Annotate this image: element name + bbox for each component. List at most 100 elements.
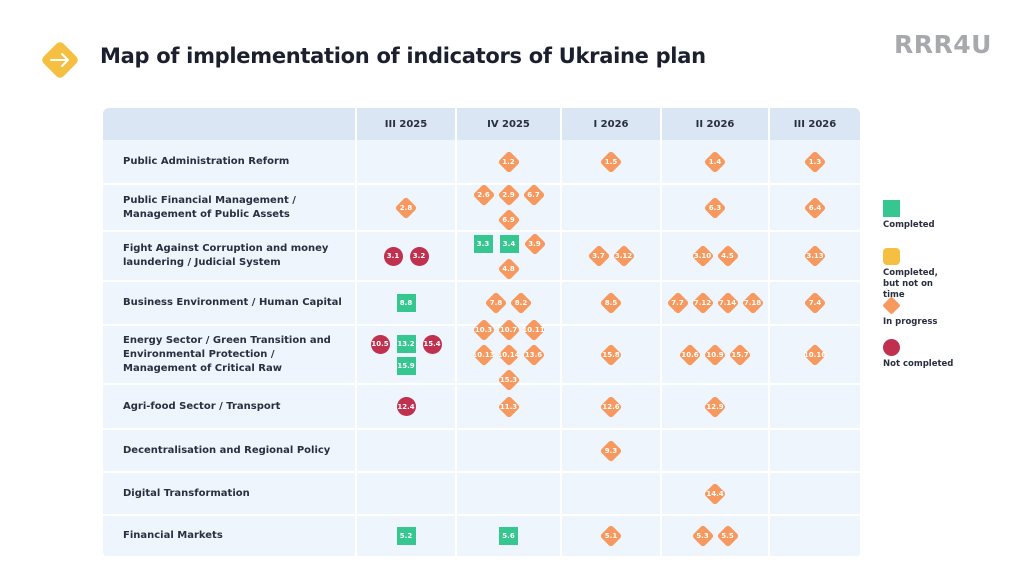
legend-item: Not completed <box>883 339 993 370</box>
in-progress-diamond-icon: 6.4 <box>804 197 826 219</box>
legend-label: Not completed <box>883 359 954 369</box>
table-cell <box>660 430 768 471</box>
not-completed-circle-icon: 3.1 <box>383 246 403 266</box>
indicator-code: 7.4 <box>808 299 822 307</box>
in-progress-diamond-icon: 3.10 <box>692 245 714 267</box>
table-cell: 6.3 <box>660 185 768 230</box>
table-row: Public Administration Reform 1.2 1.5 1.4 1.3 <box>103 140 860 185</box>
column-header: II 2026 <box>660 108 768 140</box>
legend-item: In progress <box>882 296 993 328</box>
table-cell: 12.4 <box>355 385 455 428</box>
indicator-code: 6.7 <box>527 191 540 199</box>
table-cell <box>768 516 860 556</box>
table-cell: 5.2 <box>355 516 455 556</box>
table-cell: 1.2 <box>455 140 560 183</box>
table-row: Financial Markets 5.2 5.6 5.1 5.3 5.5 <box>103 516 860 558</box>
indicator-code: 3.2 <box>412 252 426 260</box>
table-cell <box>768 430 860 471</box>
brand-logo: RRR4U <box>894 30 992 59</box>
in-progress-diamond-icon: 9.3 <box>600 440 622 462</box>
in-progress-diamond-icon: 2.8 <box>395 197 417 219</box>
legend-item: Completed <box>883 200 993 231</box>
arrow-diamond-icon <box>42 42 78 78</box>
indicator-code: 15.3 <box>499 375 518 384</box>
table-cell: 1.5 <box>560 140 660 183</box>
indicator-code: 9.3 <box>604 446 618 455</box>
indicator-code: 15.8 <box>602 350 620 359</box>
in-progress-diamond-icon: 10.7 <box>498 319 520 341</box>
completed-square-icon: 3.4 <box>499 234 519 253</box>
table-cell: 8.8 <box>355 282 455 324</box>
table-cell: 15.8 <box>560 326 660 383</box>
table-cell: 7.7 7.12 7.14 7.18 <box>660 282 768 324</box>
table-cell: 1.3 <box>768 140 860 183</box>
in-progress-diamond-icon: 5.1 <box>600 525 622 547</box>
indicator-code: 13.6 <box>524 350 543 359</box>
in-progress-diamond-icon: 5.5 <box>717 525 739 547</box>
completed-square-icon: 3.3 <box>473 234 493 253</box>
indicator-code: 3.9 <box>528 239 541 248</box>
in-progress-diamond-icon: 10.16 <box>804 344 826 366</box>
in-progress-diamond-icon: 1.3 <box>804 151 826 173</box>
table-cell: 5.3 5.5 <box>660 516 768 556</box>
table-cell <box>455 430 560 471</box>
in-progress-diamond-icon: 6.3 <box>704 197 726 219</box>
table-cell: 12.6 <box>560 385 660 428</box>
table-row: Energy Sector / Green Transition and Env… <box>103 326 860 385</box>
indicator-code: 15.4 <box>423 340 441 348</box>
in-progress-diamond-icon: 10.6 <box>679 344 701 366</box>
indicator-code: 10.5 <box>371 340 389 348</box>
in-progress-diamond-icon: 15.8 <box>600 344 622 366</box>
table-cell: 14.4 <box>660 473 768 514</box>
indicator-code: 11.3 <box>499 402 518 411</box>
in-progress-diamond-icon: 4.8 <box>498 258 520 280</box>
in-progress-diamond-icon: 7.14 <box>717 292 739 314</box>
indicator-code: 2.8 <box>399 203 413 212</box>
in-progress-diamond-icon: 5.3 <box>692 525 714 547</box>
indicator-code: 1.5 <box>604 157 618 166</box>
in-progress-diamond-icon: 4.5 <box>717 245 739 267</box>
indicator-code: 10.14 <box>497 350 520 359</box>
table-row: Public Financial Management / Management… <box>103 185 860 232</box>
table-header: III 2025 IV 2025 I 2026 II 2026 III 2026 <box>103 108 860 140</box>
table-cell <box>455 473 560 514</box>
not-completed-circle-icon: 3.2 <box>409 246 429 266</box>
indicator-code: 1.4 <box>708 157 722 166</box>
in-progress-diamond-icon: 3.9 <box>524 233 546 255</box>
indicator-code: 12.4 <box>397 402 415 411</box>
table-cell: 3.13 <box>768 232 860 280</box>
table-cell: 11.3 <box>455 385 560 428</box>
indicator-code: 3.7 <box>592 252 605 260</box>
table-cell: 10.6 10.9 15.7 <box>660 326 768 383</box>
table-row: Agri-food Sector / Transport 12.4 11.3 12.6… <box>103 385 860 430</box>
legend-label: In progress <box>883 317 938 327</box>
in-progress-diamond-icon: 15.7 <box>729 344 751 366</box>
in-progress-diamond-icon <box>882 296 901 315</box>
in-progress-diamond-icon: 7.7 <box>667 292 689 314</box>
indicator-code: 10.3 <box>474 325 493 334</box>
row-label: Financial Markets <box>123 530 223 541</box>
column-header: III 2025 <box>355 108 455 140</box>
table-cell <box>560 473 660 514</box>
indicator-code: 5.6 <box>502 532 515 540</box>
table-cell <box>355 473 455 514</box>
indicator-code: 10.16 <box>803 350 827 359</box>
row-label: Public Financial Management / Management… <box>123 194 296 220</box>
legend-label: Completed <box>883 220 935 230</box>
table-cell: 5.1 <box>560 516 660 556</box>
indicator-code: 5.1 <box>604 532 618 540</box>
indicator-code: 12.9 <box>706 402 724 411</box>
in-progress-diamond-icon: 13.6 <box>523 344 545 366</box>
table-cell: 10.5 13.2 15.4 15.9 <box>355 326 455 383</box>
indicator-code: 7.12 <box>693 299 712 307</box>
not-completed-circle-icon: 15.4 <box>422 334 442 354</box>
indicator-code: 4.5 <box>721 252 734 260</box>
in-progress-diamond-icon: 3.7 <box>588 245 610 267</box>
table-cell: 12.9 <box>660 385 768 428</box>
in-progress-diamond-icon: 10.3 <box>473 319 495 341</box>
indicator-code: 3.10 <box>693 252 712 260</box>
indicator-code: 10.7 <box>499 325 518 334</box>
indicator-code: 3.13 <box>806 252 824 260</box>
completed-square-icon <box>883 200 900 217</box>
in-progress-diamond-icon: 3.12 <box>613 245 635 267</box>
